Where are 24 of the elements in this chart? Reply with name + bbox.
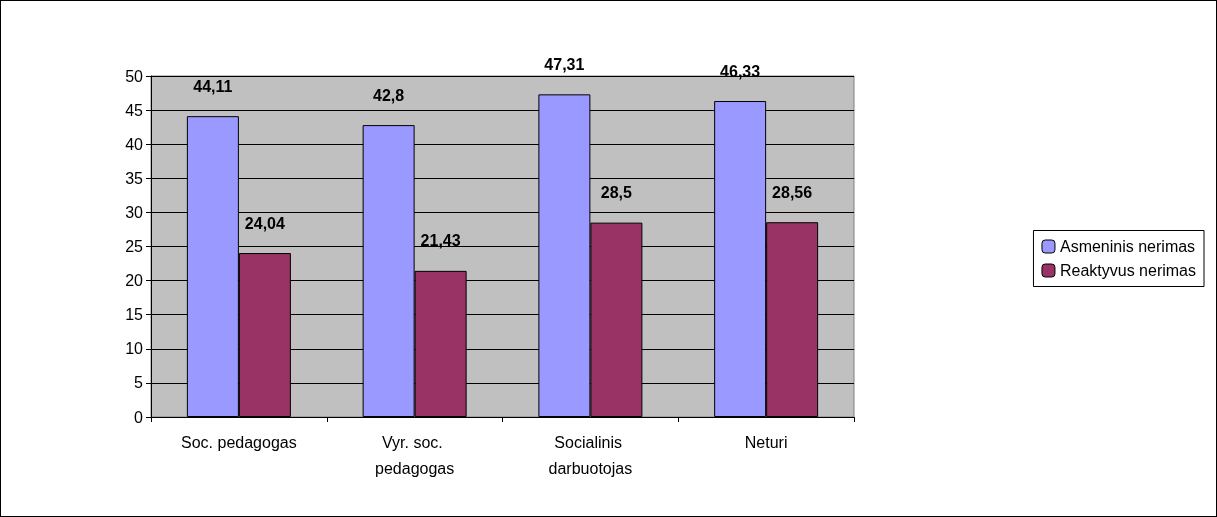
y-tick-label: 40 <box>125 135 144 153</box>
y-tick-label: 15 <box>125 306 144 324</box>
y-tick-label: 50 <box>125 67 144 85</box>
x-tick-label: Soc. pedagogas <box>181 433 297 451</box>
data-label: 42,8 <box>373 86 405 104</box>
data-label: 47,31 <box>544 55 585 73</box>
y-tick-label: 0 <box>134 408 144 426</box>
legend-label: Asmeninis nerimas <box>1059 238 1196 255</box>
x-tick-label: Neturi <box>744 433 788 451</box>
data-label: 21,43 <box>420 232 461 250</box>
x-tick-label: Vyr. soc. pedagogas <box>375 433 455 477</box>
legend-label: Reaktyvus nerimas <box>1059 262 1196 279</box>
y-tick-label: 25 <box>125 238 144 255</box>
y-tick-label: 5 <box>134 374 144 392</box>
y-tick-label: 35 <box>125 169 144 187</box>
data-label: 24,04 <box>244 214 285 232</box>
data-label: 28,56 <box>772 183 813 201</box>
x-tick-label: Socialinis darbuotojas <box>548 433 633 477</box>
y-tick-label: 45 <box>125 101 144 119</box>
y-tick-label: 30 <box>125 203 144 221</box>
y-tick-label: 10 <box>125 340 144 358</box>
y-tick-label: 20 <box>125 272 144 290</box>
data-label: 44,11 <box>193 77 233 95</box>
data-label: 28,5 <box>600 184 633 202</box>
